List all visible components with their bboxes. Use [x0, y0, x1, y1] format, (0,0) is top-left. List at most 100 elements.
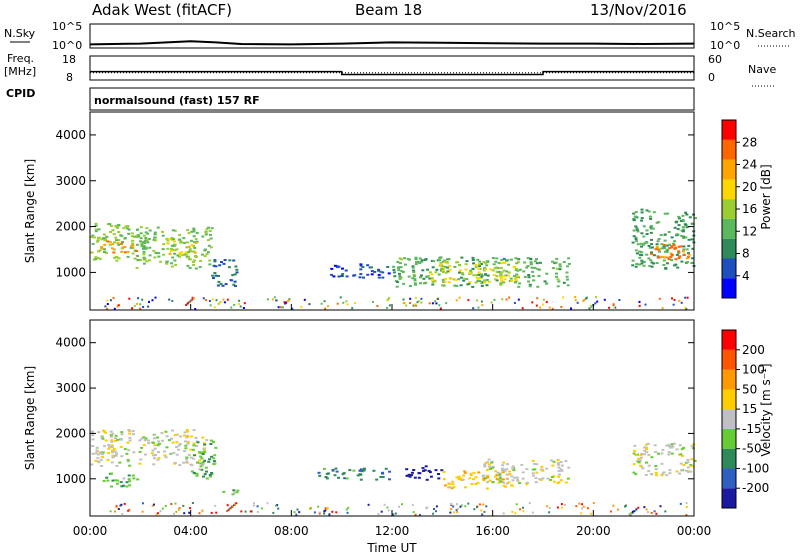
velocity-cell — [212, 463, 216, 466]
velocity-cell — [678, 472, 681, 475]
power-cell — [223, 259, 227, 261]
power-cell — [431, 266, 435, 269]
power-cell — [400, 258, 404, 261]
power-cell — [527, 274, 531, 276]
power-cell — [545, 272, 549, 275]
velocity-cell — [293, 511, 296, 514]
velocity-cell — [147, 442, 151, 445]
power-cell — [555, 257, 559, 260]
velocity-cell — [235, 491, 239, 494]
power-cell — [171, 300, 174, 302]
velocity-cell — [405, 474, 409, 477]
power-cell — [570, 307, 572, 310]
velocity-cell — [511, 510, 514, 513]
power-cell — [501, 298, 504, 301]
power-cell — [618, 299, 621, 301]
power-cell — [409, 297, 412, 300]
freq-tick-top: 18 — [62, 53, 76, 66]
power-cell — [421, 269, 425, 272]
power-cell — [94, 256, 98, 259]
power-cell — [448, 277, 452, 279]
power-cell — [156, 226, 160, 229]
power-cell — [521, 307, 524, 310]
power-cell — [514, 257, 518, 260]
power-cell — [397, 267, 401, 270]
power-cell — [345, 300, 348, 303]
velocity-cell — [112, 448, 116, 451]
power-cell — [446, 266, 450, 269]
power-cell — [123, 246, 127, 248]
power-cell — [431, 302, 434, 305]
power-cell — [139, 232, 143, 235]
xtick-label: 08:00 — [274, 524, 309, 538]
velocity-cell — [442, 470, 446, 473]
power-cell — [515, 273, 519, 276]
velocity-cell — [650, 473, 654, 476]
power-cell — [677, 245, 681, 248]
velocity-cell — [412, 469, 416, 471]
velocity-cell — [201, 436, 205, 439]
velocity-cell — [90, 463, 94, 466]
power-cell — [401, 271, 405, 273]
velocity-cell — [151, 504, 154, 507]
velocity-cell — [645, 446, 648, 449]
velocity-cell — [482, 503, 485, 506]
velocity-cell — [363, 467, 366, 470]
velocity-cell — [161, 507, 164, 510]
power-cell — [208, 230, 212, 232]
power-cell — [308, 303, 311, 306]
velocity-cell — [114, 434, 118, 437]
power-cell — [475, 276, 479, 279]
power-cell — [635, 227, 639, 229]
power-cell — [684, 211, 688, 214]
power-cell — [566, 284, 570, 287]
velocity-cell — [491, 481, 495, 483]
power-cell — [291, 307, 294, 310]
velocity-cell — [502, 512, 505, 515]
velocity-cell — [634, 454, 638, 456]
velocity-colorbar-frame — [721, 329, 737, 509]
velocity-cell — [456, 503, 458, 506]
velocity-cell — [152, 454, 156, 457]
power-cell — [179, 251, 183, 254]
velocity-cell — [643, 449, 647, 452]
power-cell — [142, 250, 146, 253]
velocity-cell — [612, 504, 615, 507]
power-cell — [484, 279, 488, 282]
velocity-cell — [91, 431, 95, 434]
power-cell — [443, 259, 446, 262]
power-cell — [330, 267, 334, 270]
velocity-cell — [103, 445, 107, 448]
velocity-cell — [639, 454, 643, 457]
velocity-cell — [525, 468, 529, 471]
velocity-cell — [540, 478, 543, 481]
velocity-cell — [185, 458, 189, 461]
power-cell — [98, 249, 102, 252]
power-cell — [218, 264, 222, 267]
velocity-cell — [665, 474, 669, 477]
velocity-cell — [679, 462, 683, 465]
velocity-cell — [172, 451, 176, 454]
velocity-cell — [342, 472, 346, 475]
power-cell — [428, 302, 431, 305]
velocity-cell — [325, 472, 329, 475]
velocity-cell — [550, 459, 553, 462]
ytick-label: 3000 — [55, 381, 86, 395]
power-cell — [414, 256, 418, 259]
power-cell — [435, 268, 439, 271]
velocity-cell — [633, 449, 637, 452]
velocity-cell — [190, 435, 194, 438]
power-cell — [464, 268, 468, 271]
power-cell — [388, 297, 391, 300]
velocity-cell — [236, 489, 240, 492]
power-cell — [109, 225, 113, 227]
velocity-cell — [578, 502, 581, 505]
power-cell — [477, 306, 480, 309]
power-cell — [438, 304, 441, 307]
power-cell — [235, 268, 239, 271]
velocity-cell — [240, 510, 243, 513]
time-xlabel: Time UT — [366, 541, 417, 554]
power-cell — [94, 228, 98, 231]
power-cell — [233, 273, 237, 276]
